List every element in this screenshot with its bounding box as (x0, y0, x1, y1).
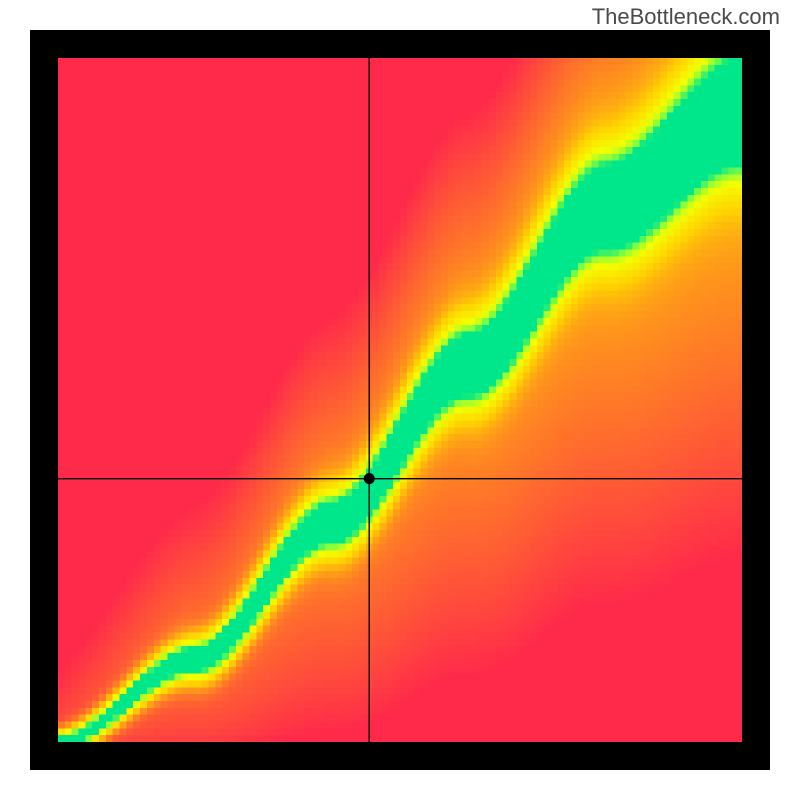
watermark: TheBottleneck.com (592, 4, 780, 30)
plot-frame (30, 30, 770, 770)
heatmap-canvas (58, 58, 742, 742)
